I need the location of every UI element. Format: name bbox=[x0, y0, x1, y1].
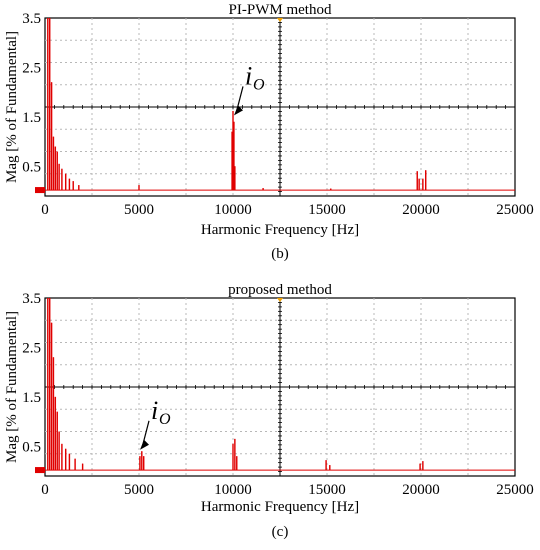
x-tick-label: 5000 bbox=[124, 482, 154, 498]
chart-panel-1: proposed method 3.5 2.5 1.5 0.5 0 5000 10000 150… bbox=[4, 282, 534, 540]
annotation-label: i bbox=[245, 61, 252, 90]
ground-level-marker-icon bbox=[35, 467, 45, 474]
figure-caption: (c) bbox=[272, 524, 289, 540]
y-tick-label: 0.5 bbox=[22, 439, 41, 455]
x-tick-label: 0 bbox=[41, 202, 49, 218]
x-axis-label: Harmonic Frequency [Hz] bbox=[201, 222, 359, 238]
annotation-subscript: O bbox=[159, 411, 171, 428]
arrowhead-icon bbox=[234, 105, 243, 116]
y-tick-label: 2.5 bbox=[22, 340, 41, 356]
y-tick-label: 0.5 bbox=[22, 159, 41, 175]
x-tick-label: 5000 bbox=[124, 202, 154, 218]
arrowhead-icon bbox=[140, 439, 149, 450]
y-axis-label: Mag [% of Fundamental] bbox=[4, 31, 20, 183]
trigger-marker-icon bbox=[277, 18, 283, 22]
x-tick-label: 10000 bbox=[214, 482, 252, 498]
chart-title: proposed method bbox=[228, 282, 332, 298]
ground-level-marker-icon bbox=[35, 187, 45, 194]
y-tick-label: 1.5 bbox=[22, 390, 41, 406]
x-axis-label: Harmonic Frequency [Hz] bbox=[201, 499, 359, 515]
annotation-subscript: O bbox=[253, 76, 265, 93]
chart-title: PI-PWM method bbox=[229, 2, 332, 18]
x-tick-label: 10000 bbox=[214, 202, 252, 218]
y-tick-label: 2.5 bbox=[22, 60, 41, 76]
x-tick-label: 15000 bbox=[308, 202, 346, 218]
x-tick-label: 0 bbox=[41, 482, 49, 498]
x-tick-label: 20000 bbox=[402, 202, 440, 218]
x-tick-label: 25000 bbox=[496, 202, 534, 218]
figure-caption: (b) bbox=[271, 246, 289, 262]
annotation-label: i bbox=[151, 396, 158, 425]
trigger-marker-icon bbox=[277, 298, 283, 302]
x-tick-label: 20000 bbox=[402, 482, 440, 498]
x-tick-label: 15000 bbox=[308, 482, 346, 498]
y-tick-label: 3.5 bbox=[22, 291, 41, 307]
y-tick-label: 1.5 bbox=[22, 110, 41, 126]
y-tick-label: 3.5 bbox=[22, 11, 41, 27]
chart-panel-0: PI-PWM method 3.5 2.5 1.5 0.5 0 5000 10000 15000… bbox=[4, 2, 534, 262]
x-tick-label: 25000 bbox=[496, 482, 534, 498]
y-axis-label: Mag [% of Fundamental] bbox=[4, 311, 20, 463]
